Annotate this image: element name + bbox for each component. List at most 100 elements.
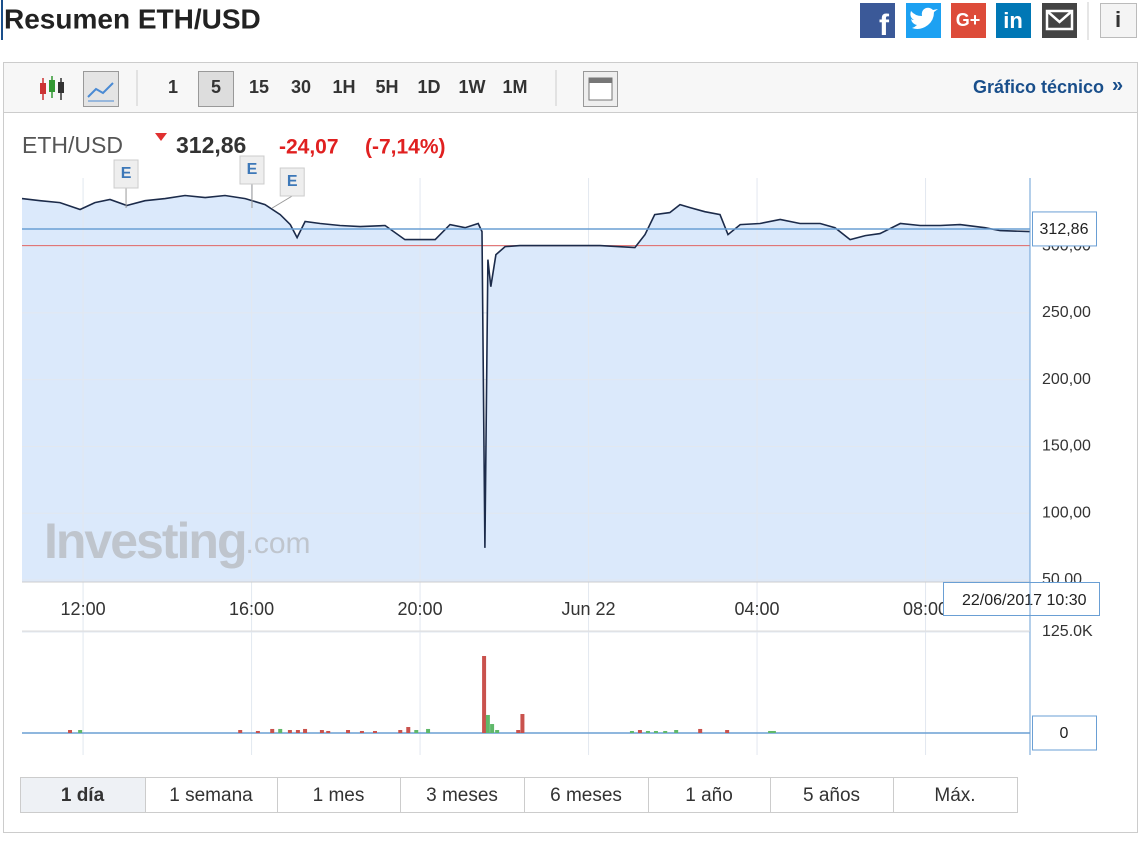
icon-bg: [996, 3, 1031, 38]
price-line: [21, 194, 1031, 548]
volume-bar: [629, 730, 634, 733]
x-tick-label: 12:00: [61, 599, 106, 619]
share-facebook[interactable]: f: [860, 3, 895, 42]
tab-bg: [20, 777, 146, 813]
x-tick-label: 20:00: [398, 599, 443, 619]
tab-bg: [770, 777, 894, 813]
tab-label: 1 semana: [169, 785, 253, 806]
volume-bar: [520, 714, 525, 733]
icon-glyph: in: [1003, 8, 1023, 33]
volume-bar: [725, 730, 730, 733]
range-tab[interactable]: 3 meses: [400, 777, 525, 813]
interval-label: 30: [291, 77, 311, 97]
cursor-box: [943, 582, 1100, 616]
volume-bar: [414, 730, 419, 733]
price: 312,86: [176, 132, 246, 158]
interval-button[interactable]: 1M: [502, 77, 527, 97]
range-tab[interactable]: 1 semana: [145, 777, 278, 813]
volume-bar: [346, 730, 351, 733]
interval-button[interactable]: 15: [249, 77, 269, 97]
line-button[interactable]: [83, 71, 119, 107]
interval-button[interactable]: 1: [168, 77, 178, 97]
toolbar: [4, 63, 1137, 112]
interval-label: 1: [168, 77, 178, 97]
y-tick-box: [1032, 715, 1097, 751]
volume-bar: [645, 730, 650, 733]
volume-bar: [495, 730, 500, 733]
candles-button[interactable]: [40, 76, 64, 100]
y-tick-label: 200,00: [1042, 371, 1091, 388]
event-label: E: [287, 173, 298, 190]
volume-bar: [771, 730, 776, 733]
volume-bar: [653, 730, 658, 733]
volume-bar: [255, 730, 260, 733]
icon-bg: [1100, 3, 1137, 38]
volume-bar: [698, 728, 703, 733]
volume-bar: [326, 730, 331, 733]
share-mail[interactable]: [1042, 3, 1077, 38]
range-tab[interactable]: 1 mes: [277, 777, 401, 813]
interval-label: 1W: [459, 77, 486, 97]
interval-label: 5: [211, 77, 221, 97]
info-button[interactable]: i: [1100, 3, 1137, 38]
tab-bg: [524, 777, 649, 813]
volume-bar: [398, 730, 403, 733]
icon-glyph: i: [1115, 7, 1121, 32]
tab-label: 1 mes: [313, 785, 365, 806]
interval-button[interactable]: 1W: [459, 77, 486, 97]
tab-bg: [400, 777, 525, 813]
volume-bar: [426, 728, 431, 733]
range-tab[interactable]: 6 meses: [524, 777, 649, 813]
tab-label: Máx.: [934, 785, 975, 806]
interval-button[interactable]: 5: [198, 71, 234, 107]
interval-button[interactable]: 1D: [417, 77, 440, 97]
volume-bar: [482, 655, 487, 733]
volume-bar: [663, 730, 668, 733]
icon-bg: [951, 3, 986, 38]
volume-bar: [303, 728, 308, 733]
envelope-flap: [1046, 10, 1073, 24]
range-tabs: 1 día 1 semana 1 mes 3 meses 6 meses 1 año 5 a…: [20, 777, 1018, 813]
range-tab[interactable]: 1 día: [20, 777, 146, 813]
icon-bg: [860, 3, 895, 38]
interval-button[interactable]: 30: [291, 77, 311, 97]
interval-group: 1 5 15 30 1H 5H 1D 1W 1M: [168, 71, 528, 107]
share-twitter[interactable]: [906, 3, 941, 38]
down-arrow: [155, 133, 167, 141]
y-tick-label: 125.0K: [1042, 623, 1093, 640]
share-linkedin[interactable]: in: [996, 3, 1031, 38]
tab-label: 1 día: [61, 785, 105, 806]
tab-bg: [893, 777, 1018, 813]
calendar-button[interactable]: [583, 71, 618, 107]
x-tick-label: 16:00: [229, 599, 274, 619]
last-price-label: 312,86: [1040, 221, 1089, 238]
volume-bar: [485, 714, 490, 733]
range-tab[interactable]: 5 años: [770, 777, 894, 813]
interval-label: 15: [249, 77, 269, 97]
link-arrow[interactable]: »: [1112, 74, 1123, 96]
event-stem: [271, 195, 293, 209]
bird: [910, 7, 938, 29]
volume-bar: [319, 730, 324, 733]
envelope: [1045, 9, 1074, 31]
event-label: E: [247, 161, 258, 178]
interval-label: 1H: [332, 77, 355, 97]
event-box[interactable]: [113, 159, 139, 189]
volume-bar: [637, 730, 642, 733]
y-tick-label: 100,00: [1042, 504, 1091, 521]
range-tab[interactable]: Máx.: [893, 777, 1018, 813]
change-percent: (-7,14%): [365, 136, 446, 159]
share-google[interactable]: G+: [951, 3, 986, 38]
volume-bar: [372, 730, 377, 733]
watermark-main: Investing: [44, 513, 245, 569]
interval-button[interactable]: 5H: [375, 77, 398, 97]
interval-button[interactable]: 1H: [332, 77, 355, 97]
range-tab[interactable]: 1 año: [648, 777, 771, 813]
event-box[interactable]: [279, 167, 305, 197]
event-box[interactable]: [239, 155, 265, 185]
technical-link[interactable]: Gráfico técnico: [973, 77, 1104, 97]
x-tick-label: 08:00: [903, 599, 948, 619]
watermark: Investing.com: [44, 513, 311, 569]
volume-bar: [278, 728, 283, 733]
